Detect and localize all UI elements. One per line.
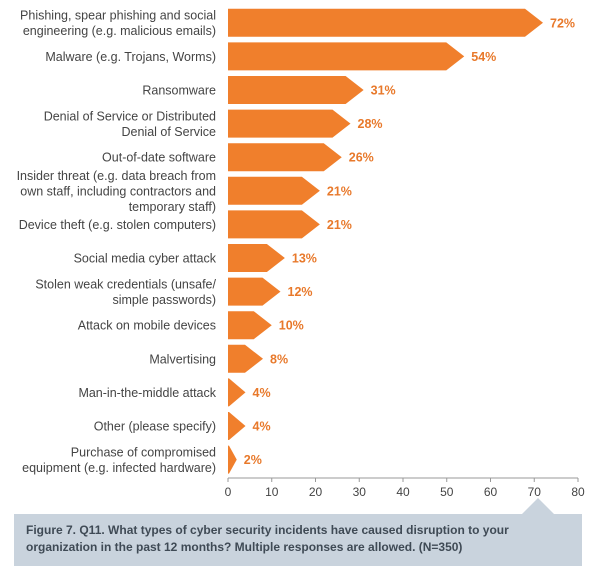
category-label: Stolen weak credentials (unsafe/simple p… [35, 277, 216, 307]
x-tick-label: 10 [265, 485, 279, 499]
category-label: Ransomware [142, 84, 216, 98]
bar [228, 344, 263, 373]
bar [228, 277, 281, 306]
bar-value-label: 13% [292, 252, 317, 266]
bar-value-label: 2% [244, 453, 262, 467]
category-label: Social media cyber attack [74, 252, 217, 266]
bar [228, 143, 342, 172]
bar-value-label: 54% [471, 50, 496, 64]
category-label: Out-of-date software [102, 151, 216, 165]
category-label: Denial of Service or Distributed Denial o… [44, 109, 216, 139]
bar [228, 76, 364, 104]
category-label: Man-in-the-middle attack [78, 386, 216, 400]
category-label: Other (please specify) [94, 420, 216, 434]
bar-value-label: 10% [279, 319, 304, 333]
bar [228, 244, 285, 272]
category-label: Phishing, spear phishing and social engin… [20, 9, 216, 39]
bar-value-label: 21% [327, 184, 352, 198]
category-label: Attack on mobile devices [78, 319, 216, 333]
bar [228, 378, 246, 407]
bar [228, 210, 320, 239]
x-tick-label: 80 [571, 485, 585, 499]
category-label: Insider threat (e.g. data breach from own… [17, 169, 216, 214]
x-tick-label: 40 [396, 485, 410, 499]
x-tick-label: 50 [440, 485, 454, 499]
bar-value-label: 12% [288, 285, 313, 299]
bar-value-label: 4% [253, 420, 271, 434]
category-label: Malvertising [149, 352, 216, 366]
category-label: Device theft (e.g. stolen computers) [19, 218, 216, 232]
bar-value-label: 8% [270, 352, 288, 366]
x-tick-label: 60 [484, 485, 498, 499]
figure-caption: Figure 7. Q11. What types of cyber secur… [14, 514, 582, 566]
bar-value-label: 21% [327, 218, 352, 232]
bar [228, 412, 246, 440]
bar-value-label: 4% [253, 386, 271, 400]
x-tick-label: 70 [528, 485, 542, 499]
category-label: Malware (e.g. Trojans, Worms) [45, 50, 216, 64]
bar-value-label: 31% [371, 84, 396, 98]
bar [228, 42, 465, 71]
category-label: Purchase of compromised equipment (e.g. i… [22, 445, 216, 475]
x-tick-label: 30 [353, 485, 367, 499]
x-tick-label: 0 [225, 485, 232, 499]
bar [228, 176, 320, 205]
bar [228, 109, 351, 138]
bar-chart: 0 10 20 30 40 50 60 70 80 72% Phishing, spear phis… [17, 8, 585, 499]
bar-value-label: 26% [349, 151, 374, 165]
bar [228, 8, 543, 37]
caption-notch [522, 498, 554, 514]
bar-value-label: 72% [550, 16, 575, 30]
x-tick-label: 20 [309, 485, 323, 499]
bar [228, 311, 272, 340]
bar-value-label: 28% [358, 117, 383, 131]
bar [228, 445, 237, 474]
